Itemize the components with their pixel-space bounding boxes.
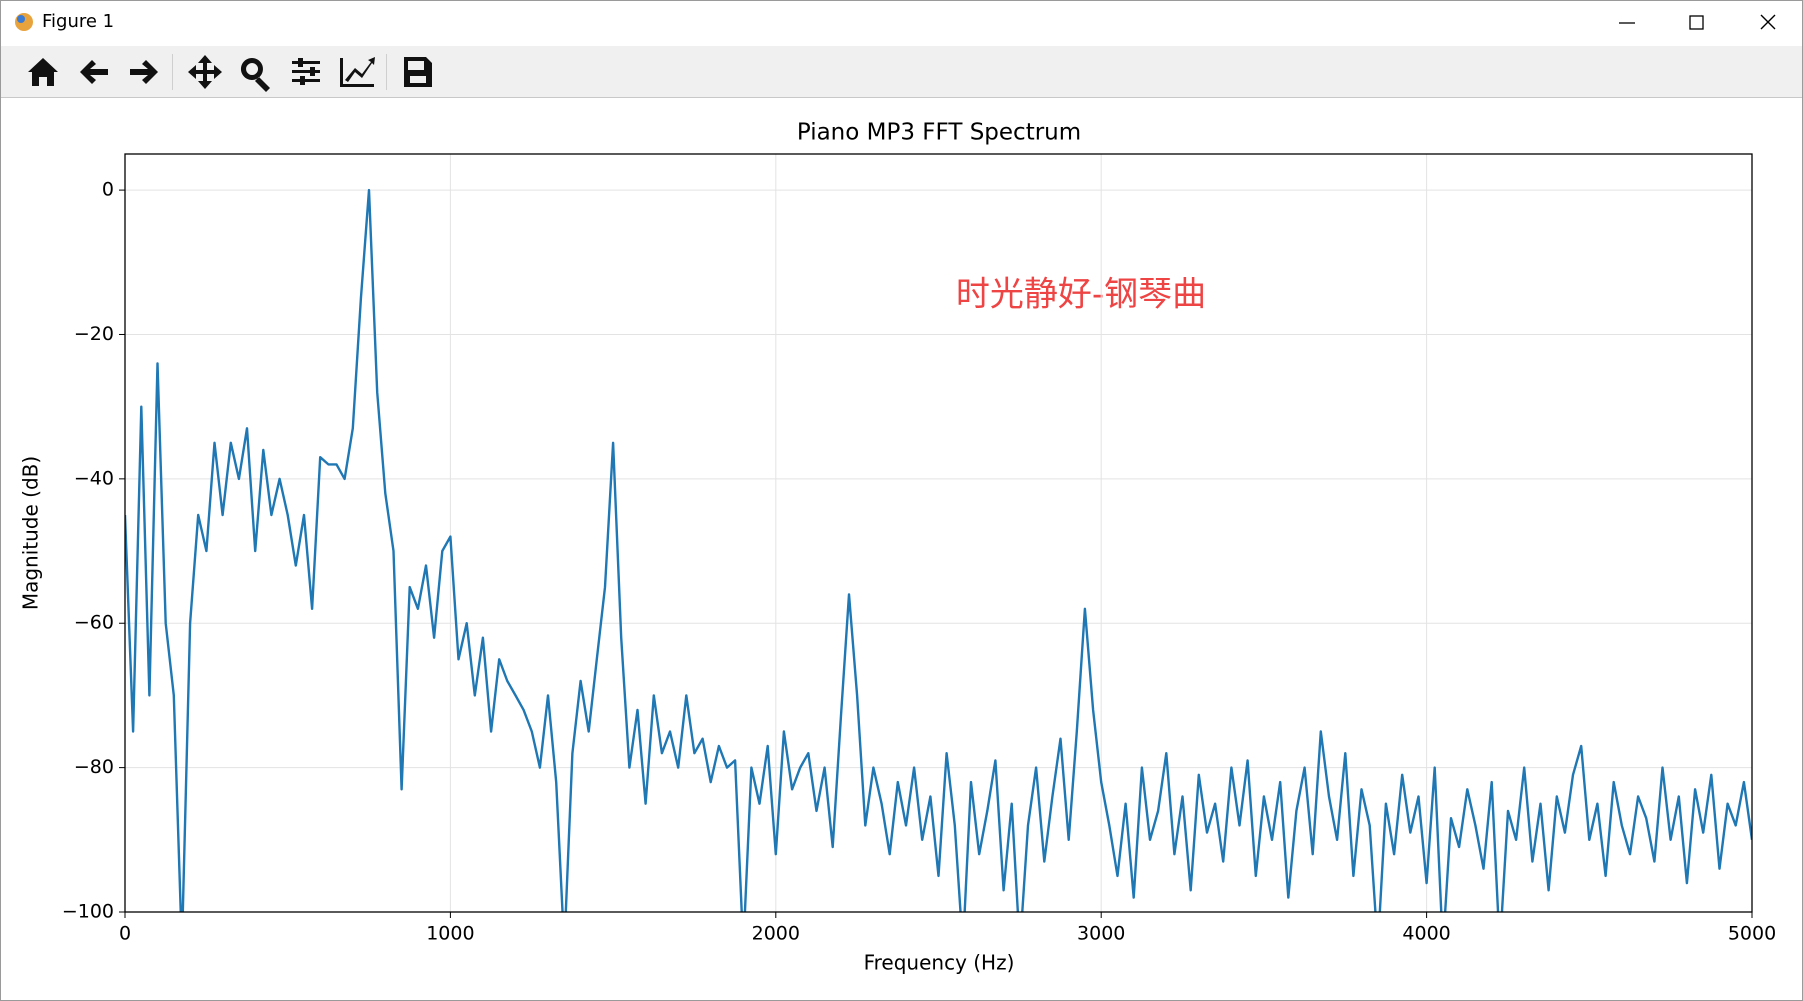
edit-axis-button[interactable] <box>340 57 375 87</box>
x-tick-label: 2000 <box>752 923 800 945</box>
axes-frame <box>124 153 1753 913</box>
y-tick-label: −100 <box>62 901 114 923</box>
home-button[interactable] <box>28 58 58 86</box>
plot-area <box>125 188 1752 912</box>
y-tick-label: −80 <box>74 756 114 778</box>
maximize-button[interactable] <box>1689 15 1704 30</box>
y-tick-label: 0 <box>102 179 114 201</box>
y-tick-label: −20 <box>74 323 114 345</box>
x-tick-label: 3000 <box>1077 923 1125 945</box>
title-bar: Figure 1 <box>15 11 1776 32</box>
close-button[interactable] <box>1760 14 1776 30</box>
x-tick-label: 0 <box>119 923 131 945</box>
app-icon <box>15 13 33 31</box>
chart-title: Piano MP3 FFT Spectrum <box>797 120 1081 146</box>
zoom-button[interactable] <box>240 58 270 92</box>
x-axis-label: Frequency (Hz) <box>864 951 1015 975</box>
pan-button[interactable] <box>188 55 222 89</box>
x-tick-label: 4000 <box>1402 923 1450 945</box>
y-axis-label: Magnitude (dB) <box>19 456 43 610</box>
y-tick-label: −40 <box>74 467 114 489</box>
window-title: Figure 1 <box>42 11 114 32</box>
toolbar-buttons <box>28 54 432 92</box>
save-button[interactable] <box>404 57 432 87</box>
y-tick-label: −60 <box>74 612 114 634</box>
toolbar <box>1 46 1802 97</box>
x-tick-label: 5000 <box>1728 923 1776 945</box>
app-icon-dot <box>17 15 25 23</box>
back-button[interactable] <box>80 60 108 84</box>
x-tick-label: 1000 <box>426 923 474 945</box>
annotation: 时光静好-钢琴曲 <box>956 275 1206 315</box>
subplots-button[interactable] <box>292 58 320 85</box>
spectrum-line <box>125 188 1752 912</box>
forward-button[interactable] <box>130 60 158 84</box>
